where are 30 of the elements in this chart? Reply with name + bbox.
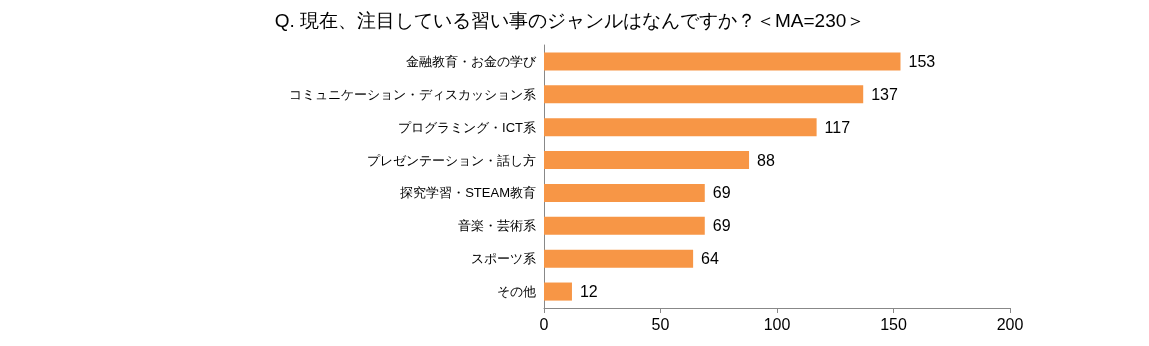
bar [544, 52, 901, 71]
x-tick-label: 200 [996, 315, 1024, 333]
bar [544, 282, 572, 301]
data-label: 69 [712, 184, 731, 202]
bar [544, 249, 694, 268]
y-tick-label: 金融教育・お金の学び [406, 53, 537, 69]
x-tick-label: 100 [763, 315, 791, 333]
bar [544, 216, 705, 235]
bar [544, 183, 705, 202]
data-label: 69 [712, 217, 731, 235]
x-tick-label: 0 [539, 315, 549, 333]
y-tick-label: プログラミング・ICT系 [398, 119, 536, 135]
x-tick-label: 150 [880, 315, 907, 333]
y-tick-label: コミュニケーション・ディスカッション系 [289, 86, 536, 102]
y-tick-label: 探究学習・STEAM教育 [400, 185, 536, 201]
bar [544, 118, 817, 137]
data-label: 88 [757, 151, 775, 169]
y-tick-label: その他 [497, 284, 536, 300]
data-label: 12 [579, 283, 598, 301]
chart-title: Q. 現在、注目している習い事のジャンルはなんですか？＜MA=230＞ [274, 10, 866, 31]
y-tick-label: 音楽・芸術系 [458, 218, 536, 234]
data-label: 117 [824, 118, 851, 136]
y-tick-label: スポーツ系 [471, 251, 536, 267]
data-label: 153 [908, 52, 936, 70]
bar [544, 151, 750, 170]
bar [544, 85, 864, 104]
data-label: 137 [871, 85, 899, 103]
x-tick-label: 50 [651, 315, 670, 333]
y-tick-label: プレゼンテーション・話し方 [367, 152, 536, 168]
data-label: 64 [701, 250, 720, 268]
